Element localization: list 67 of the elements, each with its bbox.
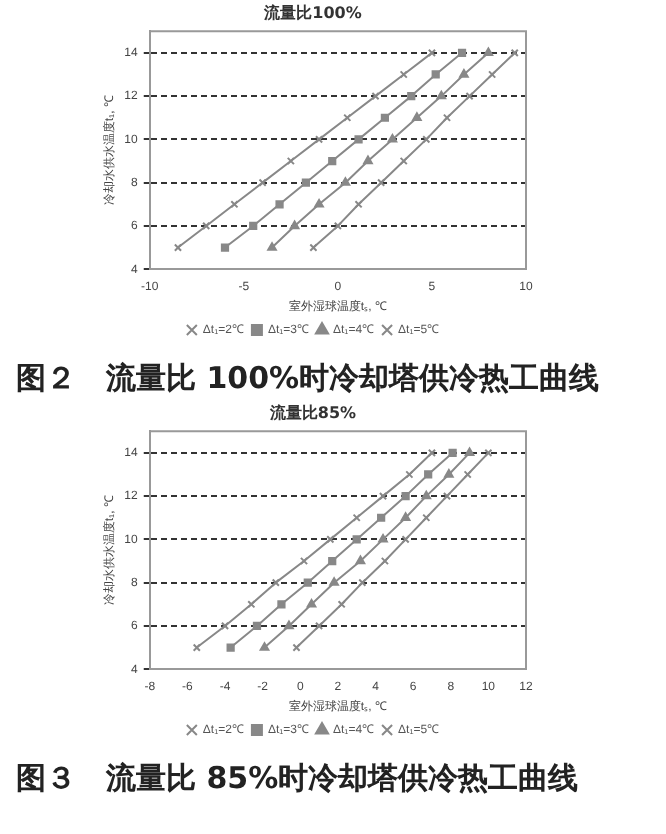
point [306, 598, 317, 608]
point [337, 600, 346, 609]
chart-title: 流量比100% [262, 1, 362, 22]
point [436, 90, 447, 100]
point [277, 600, 286, 609]
point [314, 198, 324, 208]
point [378, 533, 388, 543]
point [421, 490, 432, 500]
point [226, 643, 235, 652]
point [275, 200, 284, 209]
point [399, 70, 408, 79]
point [377, 513, 386, 522]
point [252, 621, 262, 631]
point [230, 200, 239, 209]
point [284, 620, 294, 630]
point [301, 178, 310, 187]
point [286, 156, 295, 166]
point [247, 600, 256, 609]
point [220, 243, 230, 252]
point [424, 470, 433, 479]
point [354, 200, 363, 209]
point [220, 621, 230, 631]
point [401, 492, 410, 501]
point [267, 242, 277, 251]
point [459, 69, 469, 78]
point [457, 48, 467, 57]
caption: 图２ 流量比 100%时冷却塔供冷热工曲线 [14, 358, 602, 400]
point [328, 556, 337, 566]
point [412, 112, 422, 121]
point [314, 621, 324, 631]
point [329, 577, 339, 586]
point [328, 156, 337, 166]
point [258, 178, 267, 187]
point [249, 221, 258, 231]
point [442, 492, 452, 501]
point [400, 512, 411, 521]
point [378, 492, 388, 501]
point [442, 113, 452, 122]
point [352, 535, 361, 544]
chart-title: 流量比85% [267, 401, 357, 422]
point [463, 470, 472, 479]
point [333, 221, 342, 231]
point [326, 535, 335, 544]
point [355, 555, 366, 565]
point [407, 92, 416, 101]
point [464, 447, 475, 457]
point [380, 113, 390, 122]
point [431, 70, 440, 79]
point [422, 135, 431, 144]
point [303, 578, 312, 587]
caption: 图３ 流量比 85%时冷却塔供冷热工曲线 [14, 758, 581, 800]
point [299, 556, 309, 566]
point [444, 469, 454, 478]
point [405, 470, 414, 479]
point [387, 133, 398, 143]
point [340, 177, 351, 186]
point [259, 642, 270, 651]
point [289, 220, 300, 230]
point [358, 578, 367, 587]
point [483, 47, 494, 57]
point [354, 135, 363, 144]
point [380, 556, 390, 566]
point [401, 535, 410, 544]
point [399, 156, 408, 166]
point [202, 221, 211, 231]
point [448, 448, 457, 457]
point [363, 155, 373, 165]
